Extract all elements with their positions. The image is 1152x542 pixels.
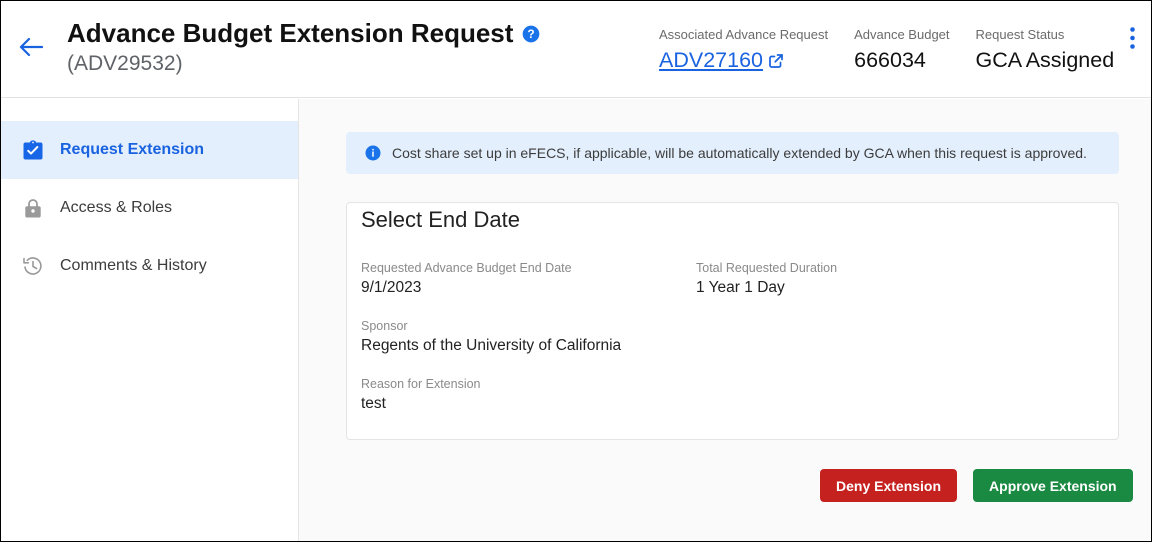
svg-text:?: ? — [528, 28, 535, 41]
